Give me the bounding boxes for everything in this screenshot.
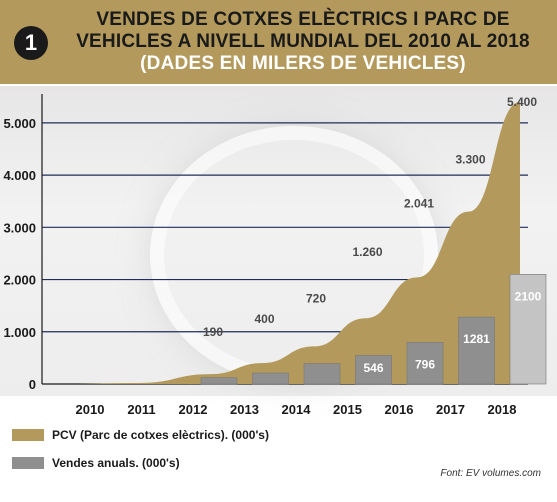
pcv-data-label: 3.300	[455, 153, 485, 167]
header-banner: 1 VENDES DE COTXES ELÈCTRICS I PARC DE V…	[0, 0, 557, 84]
sales-bar	[458, 316, 495, 385]
y-tick-label: 2.000	[3, 273, 36, 288]
y-tick-label: 0	[29, 377, 36, 392]
x-tick-label: 2010	[76, 402, 105, 417]
pcv-data-label: 400	[254, 312, 274, 326]
legend-swatch-sales	[12, 457, 44, 469]
x-tick-label: 2012	[179, 402, 208, 417]
pcv-data-label: 1.260	[352, 245, 382, 259]
sales-bar	[355, 355, 392, 385]
pcv-data-label: 2.041	[404, 196, 434, 210]
sales-bar	[303, 363, 341, 385]
x-tick-label: 2016	[385, 402, 414, 417]
sales-data-label: 546	[363, 361, 383, 375]
legend-item-pcv: PCV (Parc de cotxes elèctrics). (000's)	[12, 428, 269, 442]
x-tick-label: 2015	[333, 402, 362, 417]
section-number-badge: 1	[14, 26, 48, 60]
sales-bar	[406, 342, 444, 385]
pcv-data-label: 720	[306, 291, 326, 305]
chart-title: VENDES DE COTXES ELÈCTRICS I PARC DE VEH…	[58, 9, 548, 75]
sales-bar	[509, 274, 547, 385]
source-note: Font: EV volumes.com	[440, 468, 541, 479]
pcv-area	[68, 102, 520, 384]
legend-label-sales: Vendes anuals. (000's)	[52, 456, 180, 470]
legend: PCV (Parc de cotxes elèctrics). (000's) …	[12, 428, 552, 498]
legend-swatch-pcv	[12, 429, 44, 441]
y-tick-label: 3.000	[3, 220, 36, 235]
pcv-data-label: 190	[203, 325, 223, 339]
sales-bar	[200, 377, 238, 385]
legend-label-pcv: PCV (Parc de cotxes elèctrics). (000's)	[52, 428, 269, 442]
sales-data-label: 796	[415, 357, 435, 371]
chart-subtitle: (DADES EN MILERS DE VEHICLES)	[140, 53, 466, 74]
chart-svg: 0 1.000 2.000 3.000 4.000 5.000 546 796 1281 2100…	[3, 94, 547, 417]
x-tick-label: 2018	[488, 402, 517, 417]
sales-bar	[252, 372, 289, 385]
y-tick-label: 4.000	[3, 168, 36, 183]
x-tick-label: 2014	[282, 402, 312, 417]
sales-data-label: 1281	[463, 332, 490, 346]
x-tick-label: 2013	[230, 402, 259, 417]
pcv-data-label: 5.400	[507, 95, 537, 109]
x-tick-label: 2011	[127, 402, 155, 417]
y-tick-label: 5.000	[3, 116, 36, 131]
chart-title-text: VENDES DE COTXES ELÈCTRICS I PARC DE VEH…	[76, 9, 530, 52]
legend-item-sales: Vendes anuals. (000's)	[12, 456, 180, 470]
x-tick-label: 2017	[436, 402, 465, 417]
y-tick-label: 1.000	[3, 325, 36, 340]
sales-data-label: 2100	[515, 289, 542, 303]
